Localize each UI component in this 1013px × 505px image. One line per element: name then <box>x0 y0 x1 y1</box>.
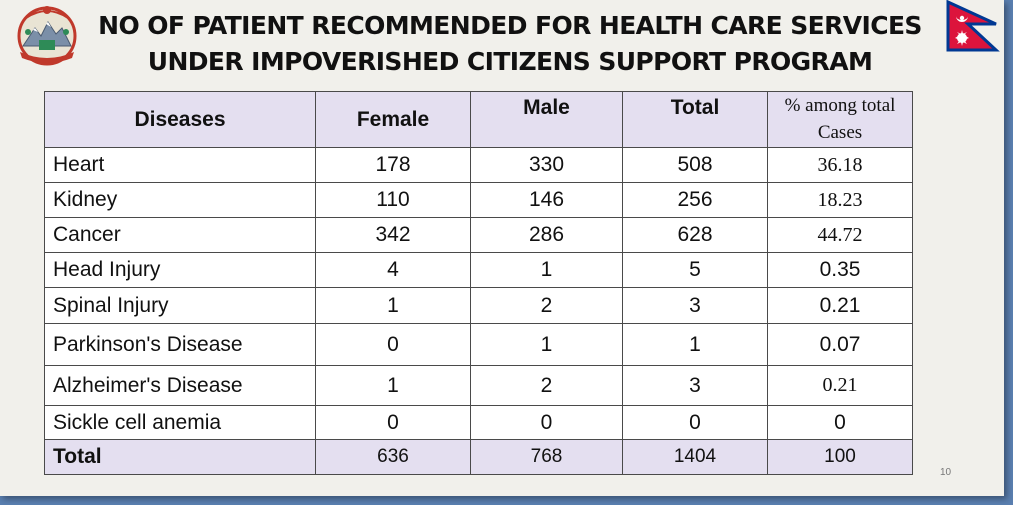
disease-cell: Heart <box>44 147 316 183</box>
total-cell: 3 <box>622 287 768 324</box>
header-percent-line-2: Cases <box>817 122 863 143</box>
total-cell: 256 <box>622 182 768 218</box>
percent-cell: 36.18 <box>767 147 913 183</box>
male-cell: 146 <box>470 182 623 218</box>
male-cell: 1 <box>470 323 623 366</box>
table-header-row: Diseases Female Male Total % among total… <box>44 91 913 148</box>
table-row: Cancer 342 286 628 44.72 <box>44 217 913 253</box>
header-female: Female <box>315 91 471 148</box>
male-cell: 0 <box>470 405 623 440</box>
disease-cell: Cancer <box>44 217 316 253</box>
male-cell: 2 <box>470 365 623 406</box>
percent-cell: 0.21 <box>767 365 913 406</box>
female-cell: 110 <box>315 182 471 218</box>
table-row: Kidney 110 146 256 18.23 <box>44 182 913 218</box>
percent-cell: 0 <box>767 405 913 440</box>
female-cell: 4 <box>315 252 471 288</box>
government-emblem-icon <box>17 6 77 66</box>
header-percent: % among total Cases <box>767 91 913 148</box>
disease-cell: Alzheimer's Disease <box>44 365 316 406</box>
disease-cell: Spinal Injury <box>44 287 316 324</box>
header-percent-line-1: % among total <box>784 95 896 116</box>
patients-table: Diseases Female Male Total % among total… <box>44 91 913 475</box>
percent-total-cell: 100 <box>767 439 913 475</box>
page-number: 10 <box>940 467 952 478</box>
total-cell: 3 <box>622 365 768 406</box>
table-row: Alzheimer's Disease 1 2 3 0.21 <box>44 365 913 406</box>
table-row: Heart 178 330 508 36.18 <box>44 147 913 183</box>
total-cell: 0 <box>622 405 768 440</box>
female-cell: 0 <box>315 405 471 440</box>
header-diseases: Diseases <box>44 91 316 148</box>
total-cell: 628 <box>622 217 768 253</box>
female-total-cell: 636 <box>315 439 471 475</box>
percent-cell: 0.21 <box>767 287 913 324</box>
disease-cell: Parkinson's Disease <box>44 323 316 366</box>
male-cell: 330 <box>470 147 623 183</box>
male-cell: 1 <box>470 252 623 288</box>
total-label-cell: Total <box>44 439 316 475</box>
male-total-cell: 768 <box>470 439 623 475</box>
male-cell: 2 <box>470 287 623 324</box>
disease-cell: Head Injury <box>44 252 316 288</box>
total-cell: 1 <box>622 323 768 366</box>
table-row: Spinal Injury 1 2 3 0.21 <box>44 287 913 324</box>
grand-total-cell: 1404 <box>622 439 768 475</box>
total-cell: 508 <box>622 147 768 183</box>
percent-cell: 44.72 <box>767 217 913 253</box>
percent-cell: 0.35 <box>767 252 913 288</box>
table-total-row: Total 636 768 1404 100 <box>44 439 913 475</box>
disease-cell: Kidney <box>44 182 316 218</box>
male-cell: 286 <box>470 217 623 253</box>
female-cell: 342 <box>315 217 471 253</box>
header-total: Total <box>622 91 768 148</box>
percent-cell: 0.07 <box>767 323 913 366</box>
table-row: Sickle cell anemia 0 0 0 0 <box>44 405 913 440</box>
page-title: NO OF PATIENT RECOMMENDED FOR HEALTH CAR… <box>90 8 930 80</box>
title-line-1: NO OF PATIENT RECOMMENDED FOR HEALTH CAR… <box>98 11 922 40</box>
header-male: Male <box>470 91 623 148</box>
female-cell: 0 <box>315 323 471 366</box>
female-cell: 1 <box>315 365 471 406</box>
female-cell: 178 <box>315 147 471 183</box>
nepal-flag-icon <box>946 0 1000 52</box>
table-row: Head Injury 4 1 5 0.35 <box>44 252 913 288</box>
female-cell: 1 <box>315 287 471 324</box>
title-line-2: UNDER IMPOVERISHED CITIZENS SUPPORT PROG… <box>147 47 873 76</box>
percent-cell: 18.23 <box>767 182 913 218</box>
disease-cell: Sickle cell anemia <box>44 405 316 440</box>
total-cell: 5 <box>622 252 768 288</box>
slide: NO OF PATIENT RECOMMENDED FOR HEALTH CAR… <box>0 0 1004 496</box>
table-row: Parkinson's Disease 0 1 1 0.07 <box>44 323 913 366</box>
